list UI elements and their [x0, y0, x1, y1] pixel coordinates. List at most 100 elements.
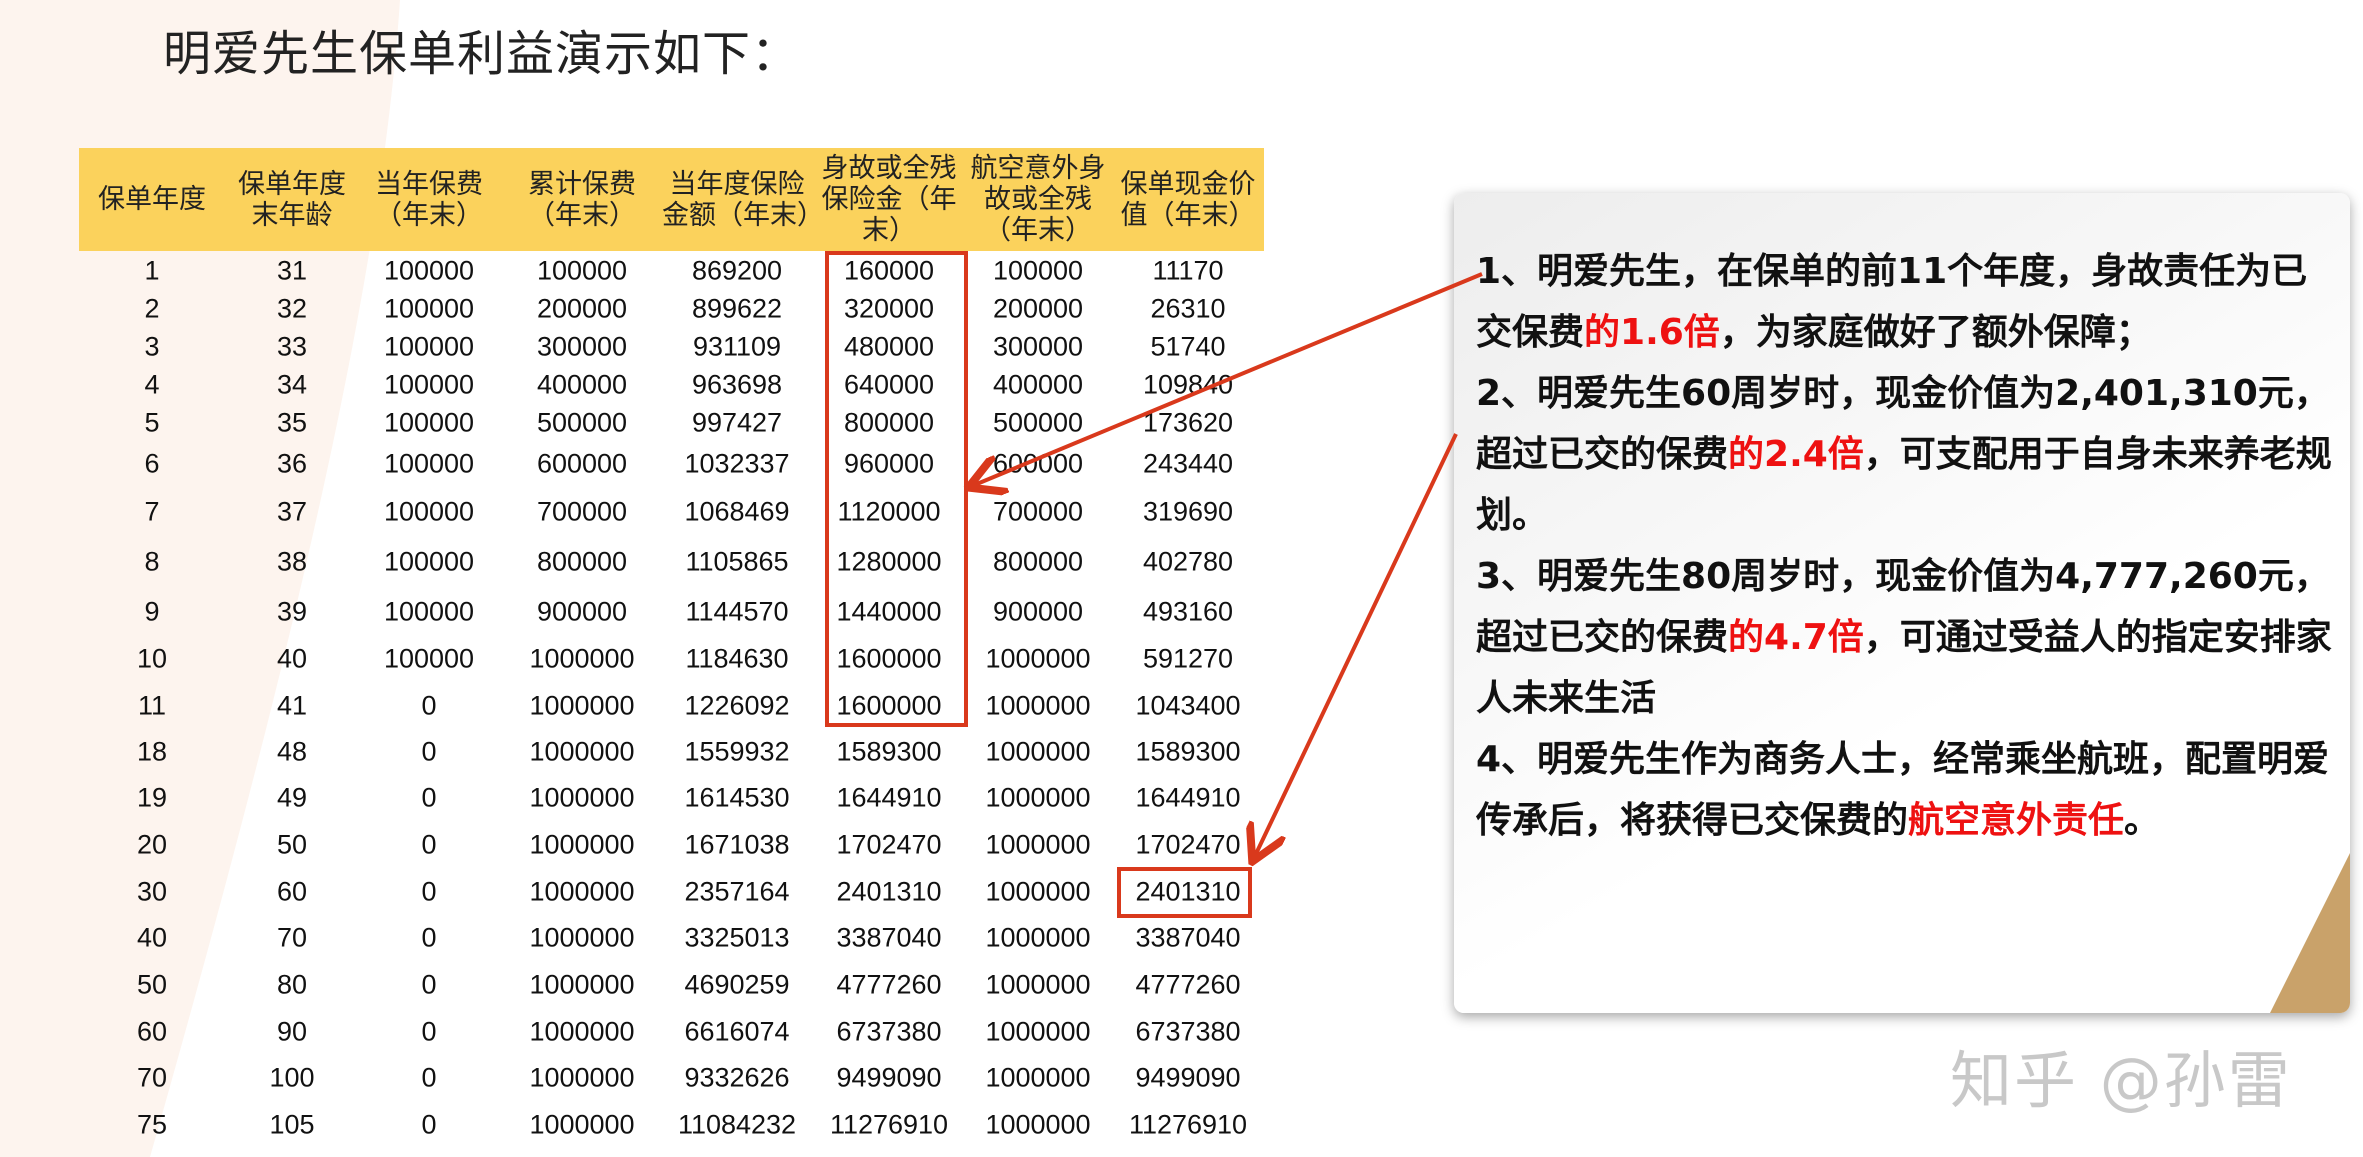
table-cell: 500000 [992, 407, 1084, 438]
table-cell: 0 [421, 690, 437, 721]
table-cell: 1600000 [836, 643, 942, 674]
table-cell: 100000 [536, 255, 628, 286]
table-cell: 2 [144, 293, 160, 324]
table-cell: 2401310 [1135, 876, 1241, 907]
table-cell: 100000 [383, 496, 475, 527]
table-cell: 1000000 [985, 643, 1091, 674]
table-cell: 1000000 [985, 690, 1091, 721]
table-cell: 70 [276, 922, 308, 953]
table-cell: 2401310 [836, 876, 942, 907]
table-cell: 100000 [383, 255, 475, 286]
column-header: 保单年度 末年龄 [217, 148, 367, 251]
table-cell: 400000 [992, 369, 1084, 400]
table-cell: 1226092 [684, 690, 790, 721]
note-text: ，可支配用于自身未来养老规划。 [1476, 434, 2332, 536]
table-cell: 37 [276, 496, 308, 527]
table-cell: 402780 [1142, 546, 1234, 577]
table-cell: 11276910 [1128, 1109, 1248, 1140]
column-header-line: 保单现金价 [1120, 168, 1256, 200]
column-header-line: 累计保费 [528, 168, 636, 200]
table-cell: 1589300 [836, 736, 942, 767]
table-cell: 36 [276, 448, 308, 479]
table-cell: 1000000 [529, 876, 635, 907]
column-header: 身故或全残 保险金（年 末） [814, 148, 964, 251]
table-cell: 34 [276, 369, 308, 400]
column-header: 保单现金价 值（年末） [1113, 148, 1263, 251]
table-cell: 60 [136, 1016, 168, 1047]
table-cell: 243440 [1142, 448, 1234, 479]
table-cell: 1000000 [529, 969, 635, 1000]
table-cell: 1000000 [529, 829, 635, 860]
table-cell: 1000000 [529, 1016, 635, 1047]
table-cell: 1000000 [985, 1016, 1091, 1047]
table-cell: 109840 [1142, 369, 1234, 400]
table-cell: 11276910 [829, 1109, 949, 1140]
table-cell: 10 [136, 643, 168, 674]
column-header-line: 当年保费 [375, 168, 483, 200]
table-cell: 1000000 [985, 1062, 1091, 1093]
note-emphasis: 的4.7倍 [1728, 617, 1864, 658]
table-cell: 700000 [536, 496, 628, 527]
column-header-line: 保单年度 [238, 168, 346, 200]
table-cell: 1000000 [529, 1062, 635, 1093]
table-cell: 50 [136, 969, 168, 1000]
table-cell: 997427 [691, 407, 783, 438]
column-header-line: （年末） [984, 215, 1092, 246]
table-cell: 100 [269, 1062, 315, 1093]
table-cell: 39 [276, 596, 308, 627]
note-emphasis: 的2.4倍 [1728, 434, 1864, 475]
table-cell: 1184630 [685, 643, 789, 674]
table-cell: 1000000 [985, 829, 1091, 860]
table-cell: 900000 [536, 596, 628, 627]
table-cell: 32 [276, 293, 308, 324]
table-cell: 41 [276, 690, 308, 721]
table-cell: 591270 [1142, 643, 1234, 674]
table-cell: 640000 [843, 369, 935, 400]
table-cell: 6737380 [836, 1016, 942, 1047]
note-text: 4、明爱先生作为商务人士，经常乘坐航班，配置明爱传承后，将获得已交保费的 [1476, 739, 2330, 841]
table-cell: 1000000 [985, 922, 1091, 953]
table-cell: 7 [144, 496, 160, 527]
column-header-line: 身故或全残 [821, 153, 957, 184]
table-cell: 80 [276, 969, 308, 1000]
table-cell: 1000000 [529, 643, 635, 674]
column-header: 保单年度 [77, 148, 227, 251]
note-emphasis: 的1.6倍 [1584, 312, 1720, 353]
table-cell: 160000 [843, 255, 935, 286]
table-cell: 100000 [992, 255, 1084, 286]
table-cell: 20 [136, 829, 168, 860]
table-cell: 100000 [383, 331, 475, 362]
table-cell: 26310 [1150, 293, 1226, 324]
table-cell: 100000 [383, 407, 475, 438]
notes-card: 1、明爱先生，在保单的前11个年度，身故责任为已交保费的1.6倍，为家庭做好了额… [1454, 193, 2350, 1013]
table-cell: 1600000 [836, 690, 942, 721]
table-cell: 38 [276, 546, 308, 577]
table-cell: 100000 [383, 643, 475, 674]
table-cell: 1589300 [1135, 736, 1241, 767]
table-cell: 9499090 [1135, 1062, 1241, 1093]
table-cell: 48 [276, 736, 308, 767]
table-cell: 30 [136, 876, 168, 907]
table-cell: 50 [276, 829, 308, 860]
table-cell: 200000 [536, 293, 628, 324]
table-cell: 1280000 [836, 546, 942, 577]
table-cell: 40 [276, 643, 308, 674]
table-cell: 1 [144, 255, 160, 286]
notes-text: 1、明爱先生，在保单的前11个年度，身故责任为已交保费的1.6倍，为家庭做好了额… [1476, 241, 2336, 851]
column-header-line: 当年度保险 [669, 168, 805, 200]
table-cell: 1644910 [1135, 782, 1241, 813]
table-cell: 300000 [536, 331, 628, 362]
table-cell: 1000000 [529, 922, 635, 953]
table-cell: 1000000 [985, 969, 1091, 1000]
table-cell: 90 [276, 1016, 308, 1047]
table-cell: 1000000 [985, 1109, 1091, 1140]
table-cell: 19 [136, 782, 168, 813]
table-cell: 100000 [383, 293, 475, 324]
column-header: 航空意外身 故或全残 （年末） [963, 148, 1113, 251]
table-cell: 319690 [1142, 496, 1234, 527]
table-cell: 18 [136, 736, 168, 767]
table-cell: 33 [276, 331, 308, 362]
table-cell: 75 [136, 1109, 168, 1140]
column-header-line: 故或全残 [984, 184, 1092, 215]
